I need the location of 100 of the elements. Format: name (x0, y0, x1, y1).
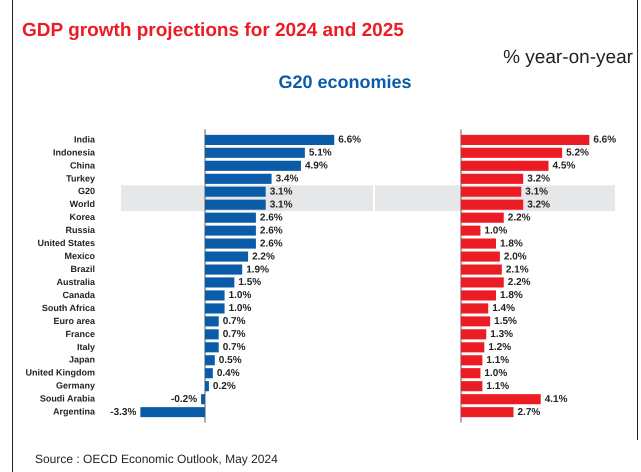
bar (205, 212, 256, 223)
data-label: 6.6% (593, 134, 616, 146)
data-label: 2.6% (260, 212, 283, 224)
data-label: 1.0% (228, 303, 252, 314)
data-label: 2.6% (260, 225, 283, 236)
y-tick-label: China (70, 160, 96, 170)
data-label: 2.2% (508, 212, 531, 224)
bar (460, 238, 496, 249)
bar (460, 264, 502, 275)
data-label: 1.2% (488, 342, 512, 354)
y-tick-label: France (65, 328, 95, 339)
source-note: Source : OECD Economic Outlook, May 2024 (35, 452, 278, 466)
bar (201, 394, 205, 404)
bar (205, 381, 209, 392)
data-label: 1.9% (246, 264, 270, 276)
y-tick-label: Germany (56, 380, 95, 391)
bar (460, 290, 496, 300)
y-tick-label: Korea (69, 212, 96, 222)
bar (460, 226, 480, 236)
bar (205, 186, 266, 197)
bar (205, 174, 272, 184)
data-label: 2.1% (506, 264, 529, 276)
data-label: 2.2% (508, 277, 531, 288)
data-label: 5.2% (566, 148, 590, 159)
bar (205, 264, 242, 275)
bar (460, 200, 524, 210)
y-tick-label: Russia (65, 225, 96, 236)
data-label: 0.5% (218, 355, 242, 366)
chart-title: GDP growth projections for 2024 and 2025 (22, 20, 404, 42)
data-label: 2.6% (260, 238, 283, 250)
y-tick-label: Japan (68, 354, 95, 365)
bar (205, 342, 219, 352)
bar (205, 329, 219, 340)
bar (205, 252, 248, 262)
data-label: 3.1% (270, 199, 293, 210)
data-label: 0.7% (222, 329, 246, 340)
bar (460, 381, 482, 392)
bar (460, 148, 562, 158)
data-label: 4.5% (552, 160, 576, 172)
data-label: 4.9% (304, 160, 328, 172)
data-label: 1.5% (238, 277, 262, 288)
bar (140, 407, 205, 418)
y-tick-label: Euro area (53, 316, 96, 326)
bar (460, 212, 504, 223)
bar (460, 355, 482, 366)
data-label: 1.8% (500, 290, 523, 302)
y-tick-label: India (74, 134, 96, 144)
data-label: 1.0% (228, 290, 252, 302)
data-label: -0.2% (170, 394, 198, 405)
data-label: 5.1% (308, 148, 332, 159)
data-label: 1.4% (492, 303, 516, 314)
y-tick-label: Argentina (52, 406, 96, 417)
data-label: 1.8% (500, 238, 523, 250)
bar (205, 290, 225, 300)
bar (205, 355, 215, 366)
y-tick-label: Canada (62, 290, 96, 300)
data-label: 3.1% (270, 186, 293, 198)
bar (460, 134, 590, 145)
bar (460, 316, 490, 326)
bar (460, 394, 541, 404)
y-tick-label: Australia (56, 276, 96, 287)
data-label: 6.6% (338, 134, 362, 146)
data-label: -3.3% (110, 406, 136, 418)
bar (460, 174, 524, 184)
chart-subtitle: G20 economies (277, 72, 413, 93)
data-label: 3.4% (276, 174, 298, 185)
bar (205, 303, 225, 314)
bar (205, 316, 219, 326)
data-label: 2.7% (517, 406, 540, 418)
data-label: 0.4% (216, 368, 240, 379)
data-label: 0.2% (212, 380, 236, 392)
bar (460, 342, 484, 352)
bar (460, 186, 522, 197)
data-label: 0.7% (222, 316, 246, 328)
text: % year-on-year (503, 47, 633, 69)
data-label: 3.2% (527, 174, 550, 185)
data-label: 1.5% (494, 316, 518, 328)
y-tick-label: Turkey (66, 173, 95, 184)
data-label: 2.0% (504, 251, 527, 262)
bar (460, 160, 548, 171)
y-tick-label: Italy (76, 342, 95, 352)
bar (205, 148, 305, 158)
y-tick-label: United Kingdom (26, 368, 95, 378)
bar (460, 252, 500, 262)
y-tick-label: Mexico (64, 251, 96, 262)
data-label: 2.2% (252, 251, 275, 262)
data-label: 1.1% (486, 380, 510, 392)
data-label: 3.2% (527, 199, 550, 210)
data-label: 1.0% (484, 225, 508, 236)
data-label: 1.1% (486, 355, 510, 366)
bar (205, 226, 256, 236)
bar (460, 303, 488, 314)
bar (460, 368, 480, 378)
bar (460, 277, 504, 288)
data-label: 1.0% (484, 368, 508, 379)
bar (205, 368, 213, 378)
bar (205, 277, 234, 288)
data-label: 4.1% (544, 394, 568, 405)
y-tick-label: Soudi Arabia (40, 394, 96, 404)
y-tick-label: G20 (78, 186, 95, 196)
